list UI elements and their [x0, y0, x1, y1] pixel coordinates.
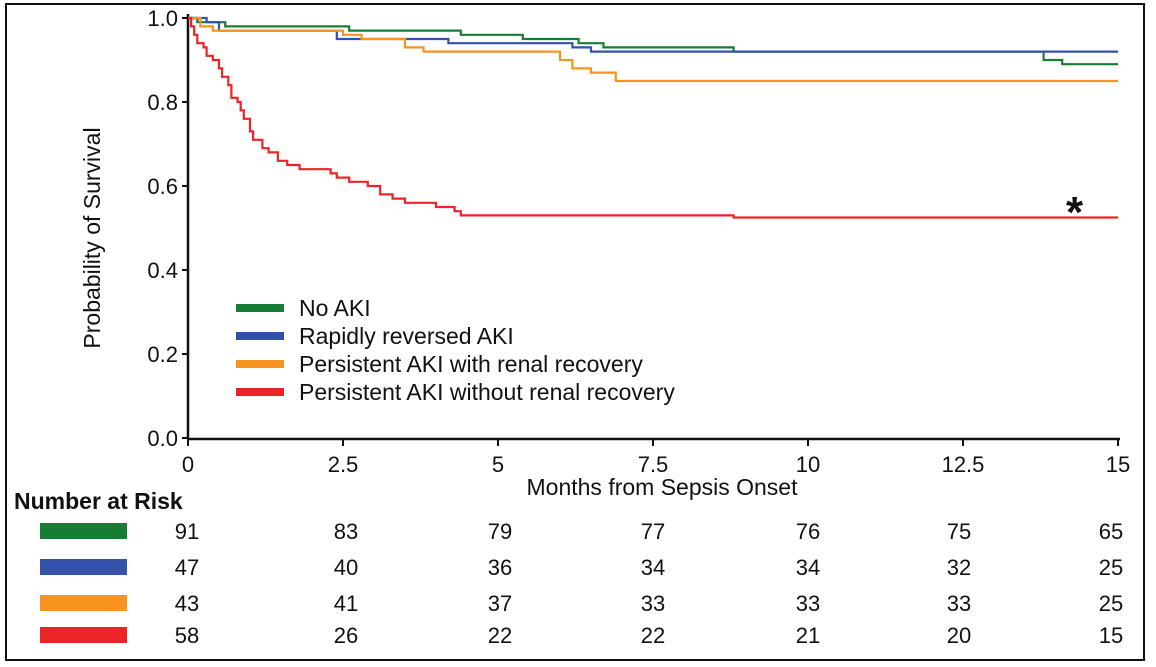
y-tick-label: 0.2 — [147, 342, 178, 367]
y-tick-label: 0.8 — [147, 90, 178, 115]
risk-table-title: Number at Risk — [14, 488, 183, 514]
risk-count: 33 — [796, 591, 820, 616]
risk-count: 22 — [641, 623, 665, 648]
legend-label: Rapidly reversed AKI — [299, 323, 514, 349]
risk-row-swatch — [40, 595, 127, 611]
risk-count: 43 — [175, 591, 199, 616]
y-tick-label: 0.0 — [147, 426, 178, 451]
legend-label: No AKI — [299, 295, 371, 321]
x-tick-label: 7.5 — [638, 452, 669, 477]
risk-count: 34 — [641, 555, 665, 580]
risk-count: 40 — [334, 555, 358, 580]
risk-count: 65 — [1099, 519, 1123, 544]
risk-count: 75 — [947, 519, 971, 544]
risk-count: 41 — [334, 591, 358, 616]
legend-swatch — [236, 332, 284, 340]
x-tick-label: 15 — [1106, 452, 1130, 477]
risk-count: 22 — [488, 623, 512, 648]
risk-count: 77 — [641, 519, 665, 544]
x-tick-label: 10 — [796, 452, 820, 477]
legend-label: Persistent AKI with renal recovery — [299, 351, 643, 377]
risk-row-swatch — [40, 559, 127, 575]
risk-count: 25 — [1099, 591, 1123, 616]
figure-frame — [5, 3, 1145, 661]
risk-row-swatch — [40, 523, 127, 539]
survival-curves — [188, 16, 1118, 219]
risk-count: 21 — [796, 623, 820, 648]
significance-asterisk: * — [1066, 188, 1084, 237]
y-ticks: 0.0 0.2 0.4 0.6 0.8 1.0 — [147, 6, 188, 451]
survival-curve-3 — [188, 16, 1118, 83]
legend-swatch — [236, 304, 284, 312]
risk-table: 91 83 79 77 76 75 65 47 40 36 34 34 32 25 43 41 37 33 33 33… — [40, 519, 1123, 648]
x-tick-label: 5 — [492, 452, 504, 477]
x-tick-label: 12.5 — [942, 452, 985, 477]
x-tick-label: 2.5 — [328, 452, 359, 477]
risk-count: 25 — [1099, 555, 1123, 580]
risk-count: 83 — [334, 519, 358, 544]
survival-curve-1 — [188, 16, 1118, 66]
risk-count: 91 — [175, 519, 199, 544]
legend-swatch — [236, 360, 284, 368]
y-tick-label: 1.0 — [147, 6, 178, 31]
risk-count: 15 — [1099, 623, 1123, 648]
risk-count: 58 — [175, 623, 199, 648]
risk-count: 33 — [641, 591, 665, 616]
x-tick-label: 0 — [182, 452, 194, 477]
risk-count: 33 — [947, 591, 971, 616]
risk-count: 36 — [488, 555, 512, 580]
y-tick-label: 0.6 — [147, 174, 178, 199]
x-axis-title: Months from Sepsis Onset — [527, 474, 799, 500]
y-tick-label: 0.4 — [147, 258, 178, 283]
y-axis-title: Probability of Survival — [79, 127, 105, 348]
legend-swatch — [236, 388, 284, 396]
risk-count: 47 — [175, 555, 199, 580]
x-ticks: 0 2.5 5 7.5 10 12.5 15 — [182, 439, 1130, 477]
survival-curve-4 — [188, 16, 1118, 219]
risk-count: 79 — [488, 519, 512, 544]
risk-count: 26 — [334, 623, 358, 648]
risk-count: 32 — [947, 555, 971, 580]
risk-count: 34 — [796, 555, 820, 580]
risk-count: 76 — [796, 519, 820, 544]
risk-row-swatch — [40, 627, 127, 643]
risk-count: 20 — [947, 623, 971, 648]
risk-count: 37 — [488, 591, 512, 616]
legend-label: Persistent AKI without renal recovery — [299, 379, 675, 405]
